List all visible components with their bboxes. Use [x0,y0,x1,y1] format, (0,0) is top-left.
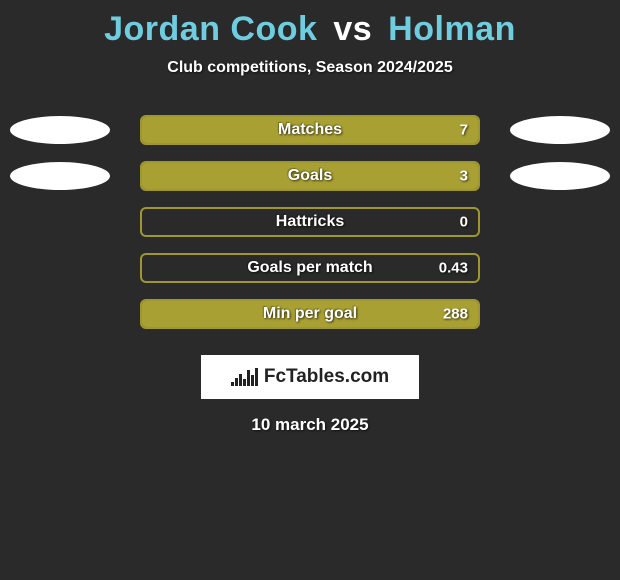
stat-row: Min per goal 288 [0,291,620,337]
vs-text: vs [333,10,372,48]
stat-value: 3 [460,168,468,185]
right-ellipse [510,162,610,190]
date-text: 10 march 2025 [0,415,620,435]
right-ellipse [510,116,610,144]
left-ellipse [10,162,110,190]
stat-label: Hattricks [276,213,344,231]
stat-value: 0.43 [439,260,468,277]
stat-bar: Hattricks 0 [140,207,480,237]
stat-row: Matches 7 [0,107,620,153]
stat-bar: Goals 3 [140,161,480,191]
stat-value: 7 [460,122,468,139]
stat-value: 288 [443,306,468,323]
stat-label: Goals per match [247,259,372,277]
player1-name: Jordan Cook [104,10,317,48]
player2-name: Holman [388,10,516,48]
left-ellipse [10,116,110,144]
stat-label: Min per goal [263,305,357,323]
stat-bar: Min per goal 288 [140,299,480,329]
stat-value: 0 [460,214,468,231]
stat-row: Goals per match 0.43 [0,245,620,291]
stat-bar: Goals per match 0.43 [140,253,480,283]
bar-chart-icon [231,368,258,386]
subtitle: Club competitions, Season 2024/2025 [0,59,620,77]
page-title: Jordan Cook vs Holman [0,10,620,49]
stat-label: Matches [278,121,342,139]
source-logo: FcTables.com [201,355,419,399]
stat-row: Hattricks 0 [0,199,620,245]
comparison-card: Jordan Cook vs Holman Club competitions,… [0,0,620,435]
stat-label: Goals [288,167,332,185]
logo-text: FcTables.com [264,366,389,388]
stats-list: Matches 7 Goals 3 Hattricks [0,107,620,337]
stat-row: Goals 3 [0,153,620,199]
stat-bar: Matches 7 [140,115,480,145]
